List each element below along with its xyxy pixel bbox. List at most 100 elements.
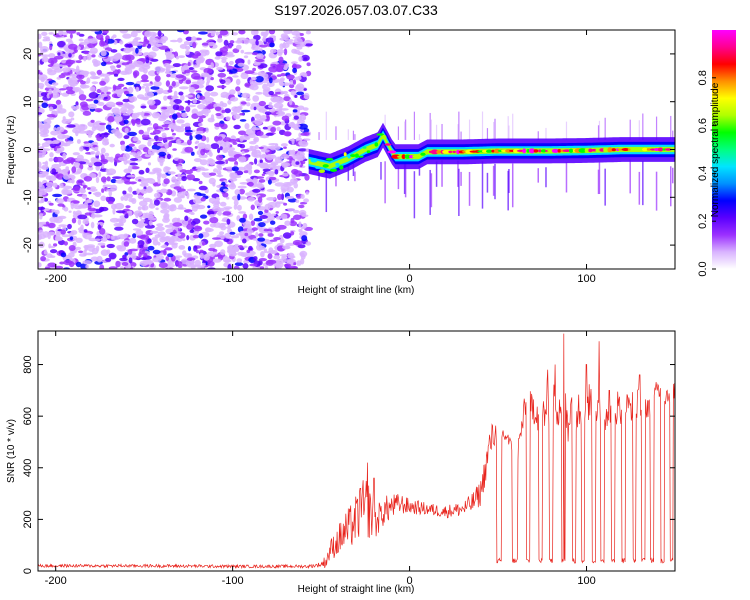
spectrogram-noise-blob [100, 93, 108, 97]
spectrogram-noise-blob [236, 44, 242, 50]
spectrogram-noise-blob [226, 65, 234, 70]
spectrogram-noise-blob [83, 55, 87, 62]
spectrogram-noise-blob [129, 262, 137, 268]
spectrogram-noise-blob [152, 123, 159, 130]
spectrogram-noise-blob [77, 123, 88, 131]
spectrogram-noise-blob [172, 63, 181, 68]
spectrogram-noise-blob [40, 124, 46, 128]
spectrogram-noise-blob [186, 264, 197, 268]
spectrogram-noise-blob [283, 131, 292, 137]
spectrogram-noise-blob [91, 54, 96, 58]
spectrogram-noise-blob [269, 48, 277, 54]
spectrogram-noise-blob [173, 99, 182, 104]
spectrogram-noise-blob [210, 114, 215, 121]
spectrogram-noise-blob [49, 152, 54, 158]
spectrogram-noise-blob [241, 92, 251, 99]
spectrogram-noise-blob [267, 179, 272, 185]
snr-frame [37, 330, 676, 572]
spectrogram-noise-blob [273, 255, 281, 260]
spectrogram-noise-blob [276, 74, 282, 77]
spectrogram-noise-blob [263, 248, 268, 253]
spectrogram-xtick-label: -100 [222, 273, 244, 285]
spectrogram-noise-blob [62, 116, 66, 121]
spectrogram-noise-blob [174, 256, 180, 262]
spectrogram-noise-blob [182, 250, 187, 256]
spectrogram-noise-blob [178, 91, 184, 96]
spectrogram-noise-blob [191, 72, 201, 80]
spectrogram-noise-blob [244, 232, 249, 237]
spectrogram-noise-blob [306, 62, 311, 67]
spectrogram-noise-blob [274, 182, 285, 187]
spectrogram-noise-blob [38, 104, 41, 107]
spectrogram-noise-blob [99, 80, 106, 86]
spectrogram-noise-blob [289, 79, 294, 85]
spectrogram-noise-blob [222, 211, 232, 216]
carrier-hotspot [456, 149, 461, 155]
spectrogram-noise-blob [115, 260, 121, 268]
spectrogram-noise-blob [181, 175, 187, 182]
snr-xtick-label: 100 [577, 575, 595, 587]
spectrogram-noise-blob [175, 180, 181, 185]
spectrogram-noise-blob [83, 229, 88, 233]
spectrogram-noise-blob [137, 223, 145, 227]
spectrogram-noise-blob [238, 130, 247, 136]
spectrogram-noise-blob [284, 259, 292, 263]
snr-axes: -200 -100 0 100 0 200 400 600 800 [22, 331, 675, 587]
spectrogram-noise-blob [49, 44, 53, 51]
spectrogram-noise-blob [291, 168, 299, 175]
spectrogram-noise-blob [290, 178, 298, 184]
spectrogram-noise-blob [147, 99, 156, 106]
spectrogram-noise-blob [142, 146, 150, 153]
carrier-hotspot [436, 150, 441, 154]
carrier-hotspot [516, 149, 525, 152]
spectrogram-noise-blob [98, 171, 102, 178]
spectrogram-noise-blob [257, 71, 266, 77]
spectrogram-noise-blob [288, 255, 296, 259]
spectrogram-noise-blob [283, 64, 288, 71]
spectrogram-noise-blob [251, 151, 259, 158]
spectrogram-noise-blob [248, 245, 253, 251]
spectrogram-noise-blob [214, 56, 221, 60]
spectrogram-noise-blob [153, 169, 160, 173]
spectrogram-noise-blob [210, 143, 220, 150]
spectrogram-noise-blob [256, 131, 264, 136]
snr-panel: -200 -100 0 100 0 200 400 600 800 Height of stra… [6, 330, 676, 595]
spectrogram-noise-blob [161, 202, 168, 209]
spectrogram-noise-blob [270, 220, 276, 225]
spectrogram-noise-blob [90, 72, 97, 77]
spectrogram-noise-blob [110, 56, 119, 62]
spectrogram-noise-blob [43, 138, 54, 141]
spectrogram-noise-blob [186, 257, 196, 262]
spectrogram-noise-blob [206, 210, 215, 215]
spectrogram-noise-blob [210, 62, 214, 69]
spectrogram-noise-blob [168, 239, 175, 245]
spectrogram-noise-blob [157, 173, 162, 178]
spectrogram-noise-blob [38, 206, 46, 211]
spectrogram-noise-blob [70, 105, 76, 109]
spectrogram-noise-blob [53, 63, 60, 68]
spectrogram-noise-blob [76, 74, 85, 80]
spectrogram-noise-blob [211, 200, 221, 205]
spectrogram-noise-blob [273, 237, 281, 241]
spectrogram-noise-blob [231, 111, 238, 116]
spectrogram-noise-blob [67, 118, 73, 123]
spectrogram-noise-blob [139, 248, 146, 255]
spectrogram-noise-blob [216, 154, 224, 161]
spectrogram-noise-blob [75, 261, 82, 268]
spectrogram-noise-blob [100, 61, 107, 67]
spectrogram-noise-blob [143, 68, 148, 74]
spectrogram-noise-blob [215, 112, 222, 117]
spectrogram-noise-blob [227, 264, 232, 269]
spectrogram-noise-blob [269, 249, 278, 254]
spectrogram-noise-blob [127, 265, 132, 269]
spectrogram-noise-blob [48, 202, 54, 206]
spectrogram-noise-blob [240, 253, 249, 257]
spectrogram-noise-blob [82, 110, 92, 116]
spectrogram-noise-blob [202, 262, 206, 267]
carrier-hotspot [486, 149, 493, 153]
spectrogram-noise-blob [205, 85, 214, 92]
spectrogram-noise-blob [253, 256, 258, 261]
spectrogram-noise-blob [228, 138, 237, 143]
spectrogram-noise-blob [143, 252, 148, 259]
spectrogram-noise-blob [245, 97, 251, 102]
